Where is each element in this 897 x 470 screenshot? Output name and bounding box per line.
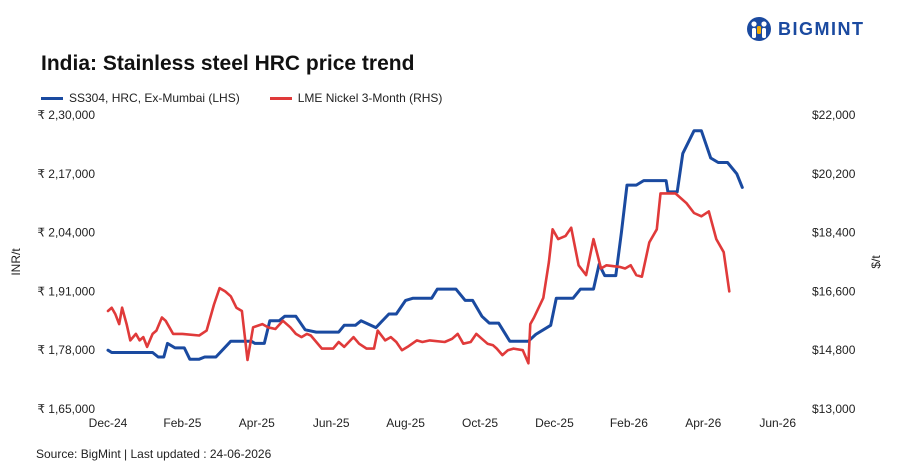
y-left-tick-label: ₹ 1,91,000 bbox=[37, 284, 95, 298]
y-left-tick-label: ₹ 2,30,000 bbox=[37, 108, 95, 122]
y-right-tick-label: $16,600 bbox=[812, 284, 856, 298]
legend-label-ss304: SS304, HRC, Ex-Mumbai (LHS) bbox=[69, 91, 240, 105]
legend-item-ss304: SS304, HRC, Ex-Mumbai (LHS) bbox=[41, 91, 240, 105]
legend-swatch-nickel bbox=[269, 96, 292, 100]
x-tick-label: Dec-24 bbox=[89, 416, 128, 430]
y-left-tick-label: ₹ 1,65,000 bbox=[37, 402, 95, 416]
x-tick-label: Oct-25 bbox=[462, 416, 498, 430]
x-tick-label: Apr-25 bbox=[239, 416, 275, 430]
series-line-nickel bbox=[106, 192, 731, 365]
bigmint-logo-icon bbox=[747, 17, 771, 41]
x-tick-label: Feb-26 bbox=[610, 416, 648, 430]
y-left-tick-label: ₹ 2,17,000 bbox=[37, 167, 95, 181]
y-right-tick-label: $13,000 bbox=[812, 402, 856, 416]
x-tick-label: Aug-25 bbox=[386, 416, 425, 430]
chart-title: India: Stainless steel HRC price trend bbox=[41, 52, 415, 75]
y-right-tick-label: $18,400 bbox=[812, 226, 856, 240]
x-tick-label: Apr-26 bbox=[685, 416, 721, 430]
y-left-axis-title: INR/t bbox=[9, 248, 23, 276]
y-left-tick-label: ₹ 2,04,000 bbox=[37, 226, 95, 240]
x-tick-label: Dec-25 bbox=[535, 416, 574, 430]
legend-item-nickel: LME Nickel 3-Month (RHS) bbox=[269, 91, 443, 105]
legend-label-nickel: LME Nickel 3-Month (RHS) bbox=[297, 91, 443, 105]
brand-name: BIGMINT bbox=[778, 18, 865, 39]
source-note: Source: BigMint | Last updated : 24-06-2… bbox=[36, 447, 272, 461]
x-tick-label: Jun-26 bbox=[759, 416, 796, 430]
bigmint-logo: BIGMINT bbox=[746, 14, 886, 44]
series-line-ss304 bbox=[106, 129, 744, 361]
chart-legend: SS304, HRC, Ex-Mumbai (LHS) LME Nickel 3… bbox=[41, 90, 472, 106]
x-tick-label: Feb-25 bbox=[163, 416, 201, 430]
y-left-tick-label: ₹ 1,78,000 bbox=[37, 343, 95, 357]
line-chart: ₹ 2,30,000 ₹ 2,17,000 ₹ 2,04,000 ₹ 1,91,000… bbox=[9, 108, 883, 430]
x-tick-label: Jun-25 bbox=[313, 416, 350, 430]
y-right-tick-label: $20,200 bbox=[812, 167, 856, 181]
y-right-tick-label: $14,800 bbox=[812, 343, 856, 357]
y-right-axis-title: $/t bbox=[869, 255, 883, 269]
y-right-tick-label: $22,000 bbox=[812, 108, 856, 122]
legend-swatch-ss304 bbox=[41, 96, 63, 100]
